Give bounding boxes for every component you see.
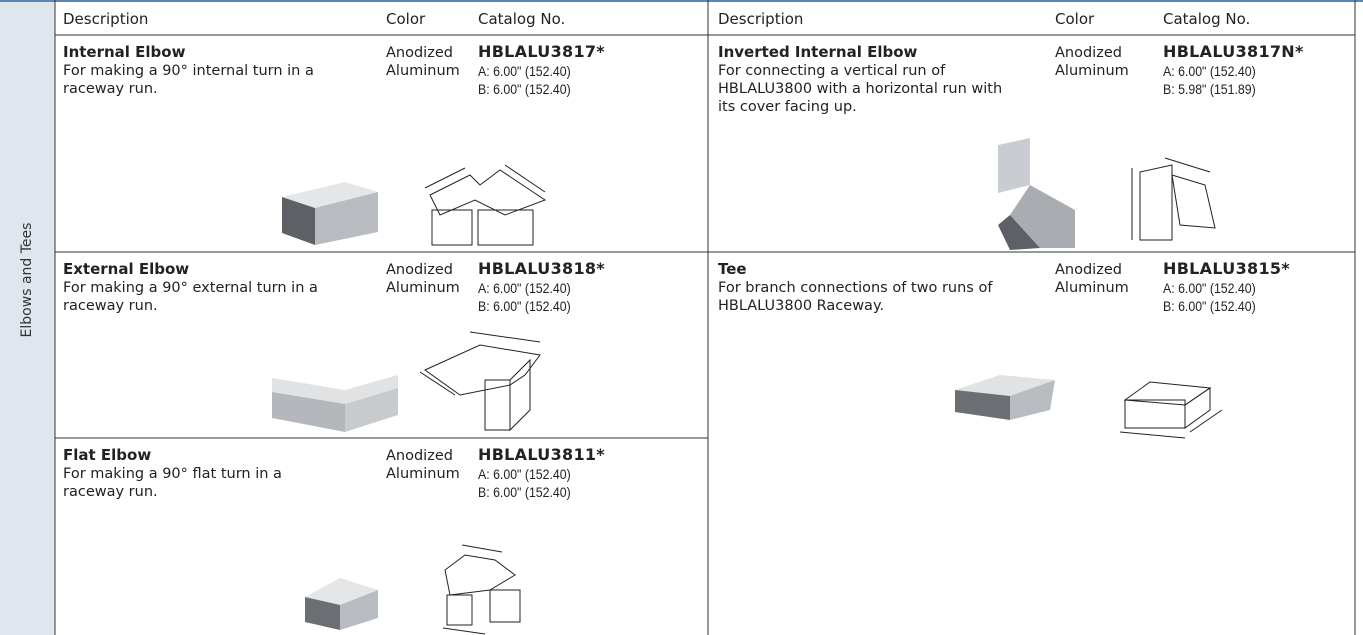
item-description: For making a 90° external turn in a race… bbox=[63, 280, 318, 314]
item-color: Anodized Aluminum bbox=[386, 45, 460, 79]
item-color: Anodized Aluminum bbox=[386, 262, 460, 296]
column-header: Description bbox=[718, 10, 804, 28]
item-name: Flat Elbow bbox=[63, 446, 152, 464]
item-description: For making a 90° internal turn in a race… bbox=[63, 63, 314, 97]
column-header: Catalog No. bbox=[478, 10, 566, 28]
item-description: For connecting a vertical run of HBLALU3… bbox=[718, 63, 1003, 115]
grid bbox=[54, 0, 1356, 635]
item-name: Internal Elbow bbox=[63, 43, 186, 61]
item-name: External Elbow bbox=[63, 260, 190, 278]
column-header: Color bbox=[1055, 10, 1095, 28]
item-description: For making a 90° flat turn in a raceway … bbox=[63, 466, 282, 500]
item-name: Inverted Internal Elbow bbox=[718, 43, 918, 61]
column-header: Description bbox=[63, 10, 149, 28]
dimension: A: 6.00" (152.40) bbox=[1163, 280, 1256, 296]
catalog-number: HBLALU3817* bbox=[478, 42, 605, 61]
column-header: Catalog No. bbox=[1163, 10, 1251, 28]
dimension: B: 6.00" (152.40) bbox=[478, 484, 571, 500]
drawing-flat-elbow bbox=[442, 544, 521, 635]
item-name: Tee bbox=[718, 260, 747, 278]
catalog-number: HBLALU3811* bbox=[478, 445, 605, 464]
item-color: Anodized Aluminum bbox=[1055, 262, 1129, 296]
dimension: B: 6.00" (152.40) bbox=[1163, 298, 1256, 314]
dimension: B: 5.98" (151.89) bbox=[1163, 81, 1256, 97]
sidebar-label: Elbows and Tees bbox=[19, 222, 35, 338]
photo-flat-elbow bbox=[305, 578, 378, 630]
catalog-number: HBLALU3815* bbox=[1163, 259, 1290, 278]
dimension: A: 6.00" (152.40) bbox=[1163, 63, 1256, 79]
dimension: B: 6.00" (152.40) bbox=[478, 298, 571, 314]
drawing-tee bbox=[1119, 381, 1223, 439]
item-description: For branch connections of two runs of HB… bbox=[718, 280, 993, 314]
sidebar bbox=[0, 0, 55, 635]
catalog-number: HBLALU3818* bbox=[478, 259, 605, 278]
item-color: Anodized Aluminum bbox=[386, 448, 460, 482]
dimension: A: 6.00" (152.40) bbox=[478, 63, 571, 79]
drawing-external-elbow bbox=[419, 331, 541, 432]
dimension: A: 6.00" (152.40) bbox=[478, 466, 571, 482]
drawing-inverted-elbow bbox=[1131, 157, 1216, 241]
catalog-number: HBLALU3817N* bbox=[1163, 42, 1304, 61]
photo-tee bbox=[955, 375, 1055, 420]
dimension: A: 6.00" (152.40) bbox=[478, 280, 571, 296]
column-header: Color bbox=[386, 10, 426, 28]
dimension: B: 6.00" (152.40) bbox=[478, 81, 571, 97]
photo-inverted-elbow bbox=[998, 138, 1075, 250]
item-color: Anodized Aluminum bbox=[1055, 45, 1129, 79]
drawing-internal-elbow bbox=[424, 164, 547, 246]
photo-internal-elbow bbox=[282, 182, 378, 245]
photo-external-elbow bbox=[272, 375, 398, 432]
